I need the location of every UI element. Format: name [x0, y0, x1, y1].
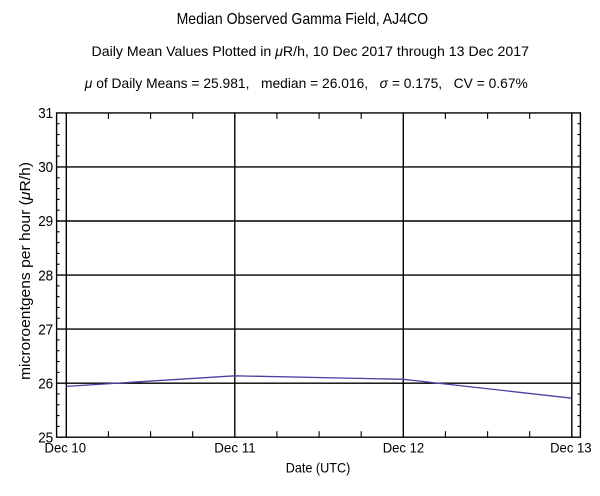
- svg-text:27: 27: [38, 321, 53, 338]
- svg-text:28: 28: [38, 267, 53, 284]
- svg-text:Daily Mean Values Plotted in μ: Daily Mean Values Plotted in μR/h, 10 De…: [92, 43, 530, 59]
- svg-text:Dec 10: Dec 10: [45, 440, 87, 456]
- svg-text:microroentgens per hour (μR/h): microroentgens per hour (μR/h): [17, 162, 34, 380]
- svg-text:25: 25: [38, 430, 53, 447]
- svg-text:Dec 11: Dec 11: [214, 440, 256, 456]
- svg-text:μ of Daily Means = 25.981, m: μ of Daily Means = 25.981, median = 26.0…: [84, 75, 528, 91]
- svg-text:Dec 13: Dec 13: [550, 440, 592, 456]
- svg-text:Dec 12: Dec 12: [383, 440, 425, 456]
- svg-text:Median Observed Gamma Field, A: Median Observed Gamma Field, AJ4CO: [177, 11, 429, 28]
- svg-text:Date (UTC): Date (UTC): [286, 460, 351, 476]
- svg-text:29: 29: [38, 213, 53, 230]
- svg-text:26: 26: [38, 375, 53, 392]
- svg-text:31: 31: [38, 105, 53, 122]
- svg-text:30: 30: [38, 159, 53, 176]
